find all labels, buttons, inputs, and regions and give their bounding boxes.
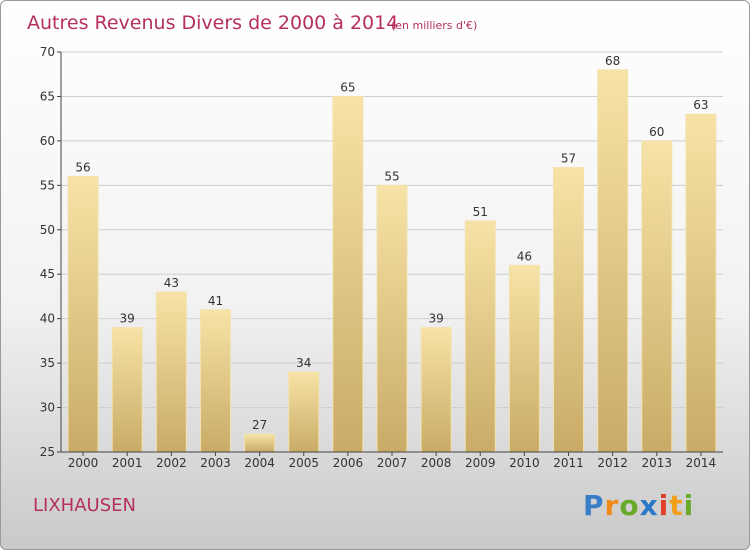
x-tick-label: 2011 [553, 456, 584, 470]
y-tick-label: 30 [40, 401, 55, 415]
bar [155, 291, 187, 453]
y-tick-label: 35 [40, 356, 55, 370]
bar [67, 175, 99, 453]
logo-letter: P [583, 489, 605, 522]
bar-value-label: 60 [649, 125, 664, 139]
bar-value-label: 55 [384, 169, 399, 183]
bar [685, 113, 717, 453]
y-tick-label: 70 [40, 45, 55, 59]
bar [332, 95, 364, 453]
x-tick-label: 2007 [377, 456, 408, 470]
bar-value-label: 46 [517, 249, 532, 263]
logo-letter: r [604, 489, 620, 522]
y-tick-label: 55 [40, 178, 55, 192]
x-tick-label: 2010 [509, 456, 540, 470]
bar-value-label: 27 [252, 418, 267, 432]
x-tick-label: 2014 [686, 456, 717, 470]
x-tick-label: 2008 [421, 456, 452, 470]
logo-letter: x [639, 489, 659, 522]
bar-value-label: 43 [164, 276, 179, 290]
commune-name: LIXHAUSEN [33, 495, 136, 516]
x-tick-label: 2002 [156, 456, 187, 470]
bar-value-label: 51 [473, 205, 488, 219]
bar-value-label: 65 [340, 80, 355, 94]
logo-letter: i [683, 489, 695, 522]
x-tick-label: 2005 [288, 456, 319, 470]
bar [244, 433, 276, 453]
x-tick-label: 2006 [333, 456, 364, 470]
bar [553, 167, 585, 453]
y-tick-label: 25 [40, 445, 55, 459]
x-tick-label: 2000 [68, 456, 99, 470]
bar-value-label: 63 [693, 98, 708, 112]
x-tick-label: 2004 [244, 456, 275, 470]
logo-letter: i [658, 489, 670, 522]
axes [57, 51, 723, 456]
bar [508, 264, 540, 453]
logo-letter: o [619, 489, 640, 522]
bar [288, 371, 320, 453]
y-tick-label: 50 [40, 223, 55, 237]
bar [597, 69, 629, 453]
bar [111, 327, 143, 453]
y-tick-label: 45 [40, 267, 55, 281]
x-tick-label: 2012 [597, 456, 628, 470]
chart-subtitle: (en milliers d'€) [391, 19, 477, 32]
bar [641, 140, 673, 453]
bar-value-label: 57 [561, 152, 576, 166]
x-tick-label: 2009 [465, 456, 496, 470]
bar-value-label: 41 [208, 294, 223, 308]
bars [67, 69, 717, 453]
logo-letter: t [669, 489, 684, 522]
proxiti-logo: Proxiti [583, 489, 694, 522]
bar [464, 220, 496, 453]
bar-value-label: 39 [120, 312, 135, 326]
bar-value-label: 39 [428, 312, 443, 326]
y-tick-label: 40 [40, 312, 55, 326]
chart-title: Autres Revenus Divers de 2000 à 2014 [27, 12, 398, 34]
y-tick-label: 65 [40, 89, 55, 103]
bar-value-label: 68 [605, 54, 620, 68]
x-tick-label: 2001 [112, 456, 143, 470]
bar [376, 184, 408, 453]
labels: 25 30 35 40 45 50 55 60 65 70 56 2000 39 2001 43 2002 41… [40, 45, 716, 470]
x-tick-label: 2003 [200, 456, 231, 470]
bar-value-label: 56 [75, 160, 90, 174]
y-tick-label: 60 [40, 134, 55, 148]
bar-value-label: 34 [296, 356, 311, 370]
x-tick-label: 2013 [642, 456, 673, 470]
bar [199, 309, 231, 453]
bar [420, 327, 452, 453]
